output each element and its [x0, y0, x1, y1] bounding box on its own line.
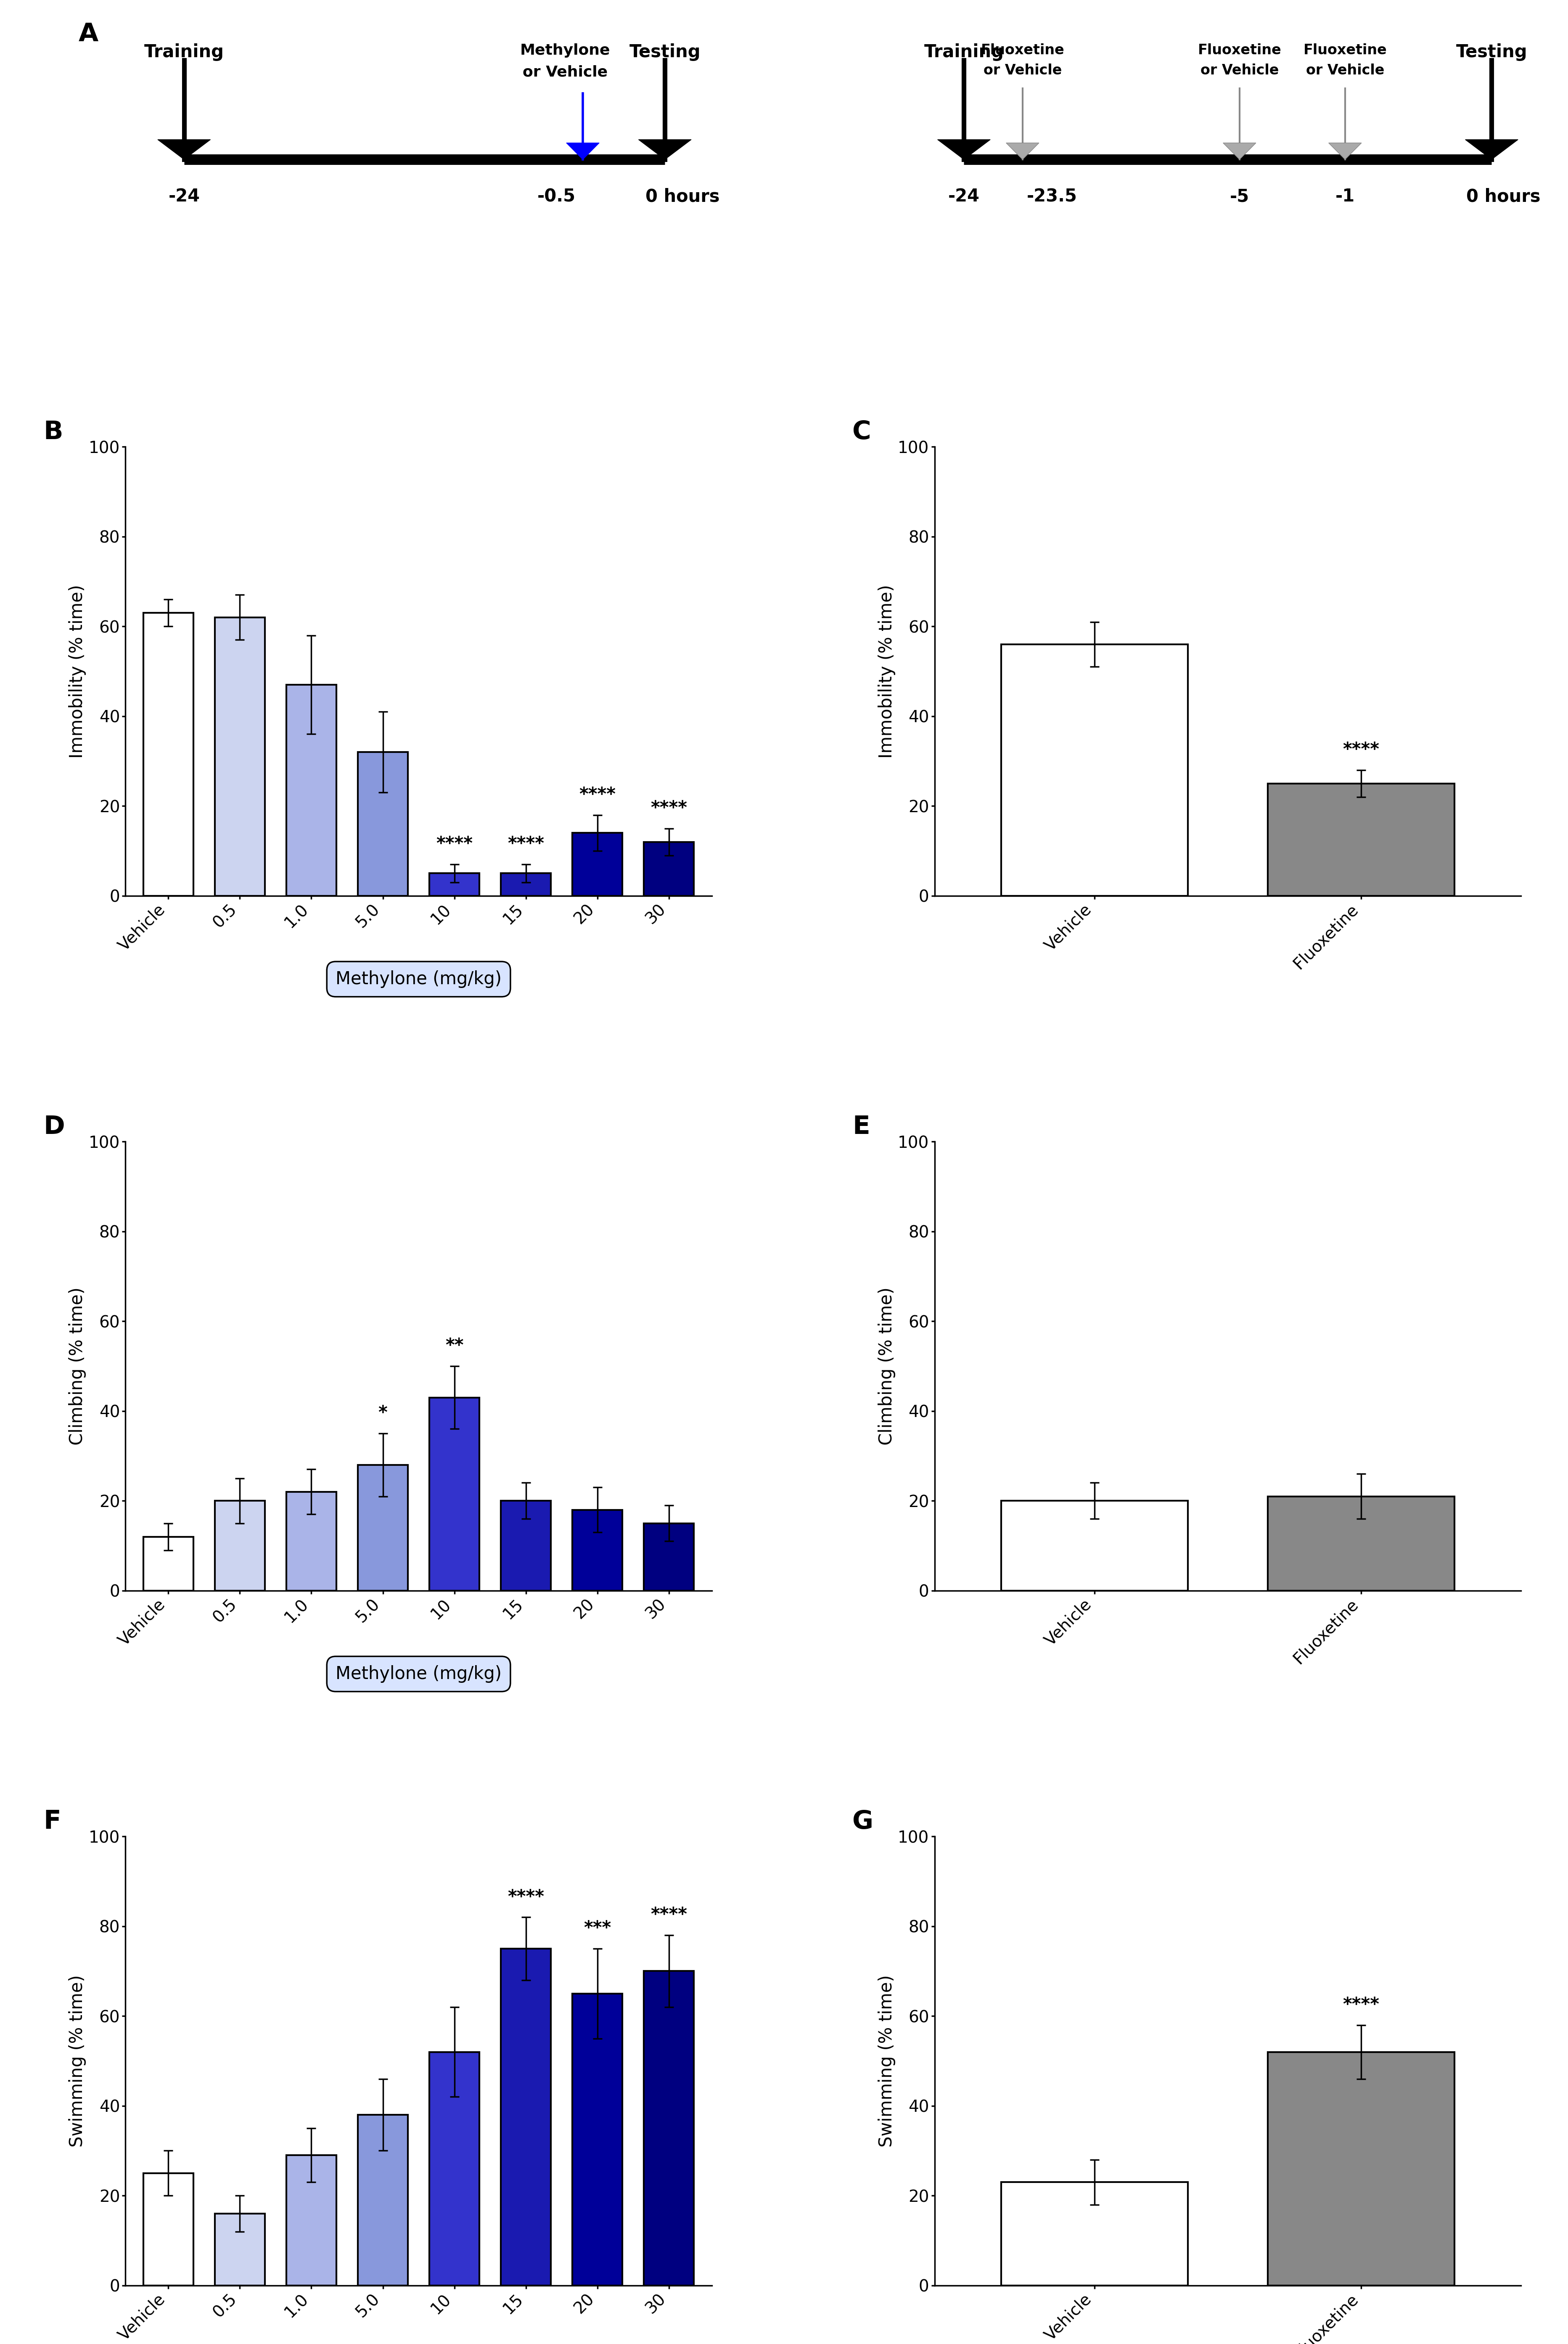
Text: ****: **** — [579, 785, 616, 804]
Bar — [143, 612, 193, 895]
Text: -24: -24 — [168, 188, 199, 206]
Text: or Vehicle: or Vehicle — [983, 63, 1062, 77]
Text: B: B — [44, 420, 63, 445]
Polygon shape — [566, 143, 599, 159]
Y-axis label: Climbing (% time): Climbing (% time) — [878, 1287, 895, 1446]
Text: -1: -1 — [1336, 188, 1355, 206]
Bar — [287, 2154, 337, 2285]
Bar — [644, 1524, 695, 1592]
Text: F: F — [44, 1810, 61, 1835]
Polygon shape — [1223, 143, 1256, 159]
Bar — [358, 2114, 408, 2285]
Text: 0 hours: 0 hours — [1466, 188, 1540, 206]
Polygon shape — [938, 141, 991, 159]
Text: C: C — [853, 420, 872, 445]
Bar — [1269, 2051, 1455, 2285]
Bar — [500, 874, 550, 895]
Text: -24: -24 — [949, 188, 980, 206]
Text: **: ** — [445, 1336, 464, 1355]
Bar — [644, 1971, 695, 2285]
Polygon shape — [1007, 143, 1040, 159]
Text: ****: **** — [651, 1906, 687, 1924]
Text: A: A — [78, 21, 99, 47]
X-axis label: Methylone (mg/kg): Methylone (mg/kg) — [336, 1664, 502, 1683]
Text: ****: **** — [508, 1889, 544, 1906]
Bar — [143, 2173, 193, 2285]
Bar — [143, 1538, 193, 1592]
Text: 0 hours: 0 hours — [646, 188, 720, 206]
Bar — [1002, 2182, 1189, 2285]
Bar — [430, 2051, 480, 2285]
Bar — [358, 1465, 408, 1592]
Text: -5: -5 — [1229, 188, 1250, 206]
Text: Training: Training — [924, 45, 1004, 61]
Bar — [430, 1397, 480, 1592]
Text: D: D — [44, 1116, 64, 1139]
Y-axis label: Swimming (% time): Swimming (% time) — [69, 1974, 86, 2147]
Y-axis label: Climbing (% time): Climbing (% time) — [69, 1287, 86, 1446]
Text: E: E — [853, 1116, 870, 1139]
Text: Methylone: Methylone — [521, 45, 610, 59]
Bar — [430, 874, 480, 895]
Text: ****: **** — [436, 834, 472, 853]
Bar — [1002, 1500, 1189, 1592]
Polygon shape — [1465, 141, 1518, 159]
Bar — [287, 684, 337, 895]
Bar — [1269, 783, 1455, 895]
Bar — [358, 752, 408, 895]
Bar — [287, 1491, 337, 1592]
Text: *: * — [378, 1404, 387, 1423]
Polygon shape — [1328, 143, 1361, 159]
Bar — [572, 1510, 622, 1592]
Bar — [572, 1992, 622, 2285]
Polygon shape — [158, 141, 210, 159]
Text: or Vehicle: or Vehicle — [1306, 63, 1385, 77]
Bar — [215, 1500, 265, 1592]
Text: Testing: Testing — [629, 45, 701, 61]
Y-axis label: Immobility (% time): Immobility (% time) — [69, 584, 86, 757]
Text: -23.5: -23.5 — [1027, 188, 1077, 206]
Text: ****: **** — [1342, 741, 1380, 759]
Bar — [215, 616, 265, 895]
Bar — [500, 1948, 550, 2285]
Text: ****: **** — [651, 799, 687, 818]
Text: or Vehicle: or Vehicle — [1201, 63, 1278, 77]
Bar — [572, 832, 622, 895]
Bar — [500, 1500, 550, 1592]
X-axis label: Methylone (mg/kg): Methylone (mg/kg) — [336, 970, 502, 987]
Text: or Vehicle: or Vehicle — [522, 66, 608, 80]
Text: Testing: Testing — [1457, 45, 1527, 61]
Polygon shape — [638, 141, 691, 159]
Text: Fluoxetine: Fluoxetine — [1198, 45, 1281, 56]
Bar — [1269, 1495, 1455, 1592]
Text: ****: **** — [508, 834, 544, 853]
Text: -0.5: -0.5 — [538, 188, 575, 206]
Text: Fluoxetine: Fluoxetine — [980, 45, 1065, 56]
Bar — [1002, 645, 1189, 895]
Text: Fluoxetine: Fluoxetine — [1303, 45, 1386, 56]
Y-axis label: Swimming (% time): Swimming (% time) — [878, 1974, 895, 2147]
Text: Training: Training — [144, 45, 224, 61]
Y-axis label: Immobility (% time): Immobility (% time) — [878, 584, 895, 757]
Text: ****: **** — [1342, 1997, 1380, 2013]
Text: G: G — [853, 1810, 873, 1835]
Bar — [644, 841, 695, 895]
Text: ***: *** — [583, 1920, 612, 1938]
Bar — [215, 2213, 265, 2285]
